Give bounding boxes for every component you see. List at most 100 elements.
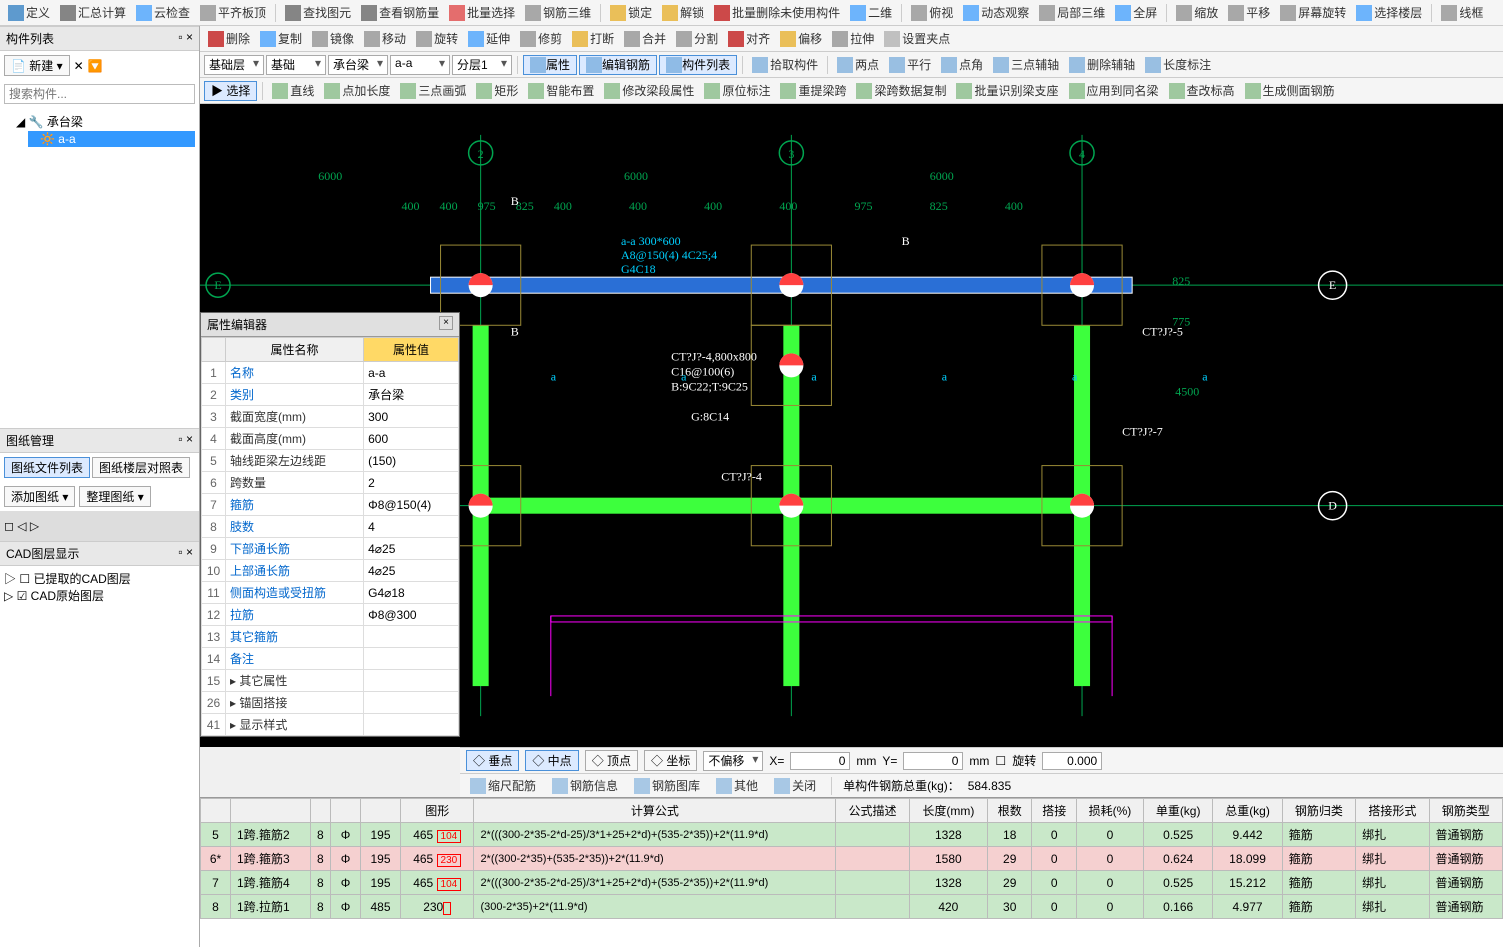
info-btn-0[interactable]: 缩尺配筋 (466, 775, 540, 796)
table-row[interactable]: 6*1跨.箍筋38Φ195 465 230 2*((300-2*35)+(535… (201, 847, 1503, 871)
prop-row[interactable]: 11侧面构造或受扭筋G4⌀18 (202, 582, 459, 604)
search-input[interactable] (4, 84, 195, 104)
layer-original[interactable]: ▷ ☑ CAD原始图层 (4, 587, 195, 604)
main-btn-13[interactable]: 动态观察 (959, 2, 1033, 23)
main-btn-19[interactable]: 选择楼层 (1352, 2, 1426, 23)
main-btn-2[interactable]: 云检查 (132, 2, 194, 23)
prop-row[interactable]: 3截面宽度(mm)300 (202, 406, 459, 428)
tab-floor-map[interactable]: 图纸楼层对照表 (92, 457, 190, 478)
info-btn-1[interactable]: 钢筋信息 (548, 775, 622, 796)
ctx-btn-4[interactable]: 两点 (833, 54, 883, 75)
main-btn-6[interactable]: 批量选择 (445, 2, 519, 23)
ctx-combo-0[interactable]: 基础层 (204, 55, 264, 75)
edit-btn-6[interactable]: 修剪 (516, 28, 566, 49)
ctx-btn-9[interactable]: 长度标注 (1141, 54, 1215, 75)
draw-btn-4[interactable]: 智能布置 (524, 80, 598, 101)
snap-1[interactable]: ◇ 中点 (525, 750, 578, 771)
main-btn-14[interactable]: 局部三维 (1035, 2, 1109, 23)
prop-row[interactable]: 6跨数量2 (202, 472, 459, 494)
main-btn-5[interactable]: 查看钢筋量 (357, 2, 443, 23)
snap-0[interactable]: ◇ 垂点 (466, 750, 519, 771)
prop-row[interactable]: 41▸ 显示样式 (202, 714, 459, 736)
main-btn-11[interactable]: 二维 (846, 2, 896, 23)
prop-row[interactable]: 14备注 (202, 648, 459, 670)
main-btn-18[interactable]: 屏幕旋转 (1276, 2, 1350, 23)
prop-row[interactable]: 7箍筋Φ8@150(4) (202, 494, 459, 516)
tree-node-child[interactable]: 🔆 a-a (28, 131, 195, 147)
snap-2[interactable]: ◇ 顶点 (585, 750, 638, 771)
new-component-button[interactable]: 📄 新建 ▾ (4, 55, 70, 76)
draw-btn-2[interactable]: 三点画弧 (396, 80, 470, 101)
main-btn-9[interactable]: 解锁 (658, 2, 708, 23)
main-btn-10[interactable]: 批量删除未使用构件 (710, 2, 844, 23)
ctx-combo-1[interactable]: 基础 (266, 55, 326, 75)
ctx-btn-0[interactable]: 属性 (523, 55, 577, 75)
table-row[interactable]: 51跨.箍筋28Φ195 465 104 2*(((300-2*35-2*d-2… (201, 823, 1503, 847)
draw-btn-0[interactable]: 直线 (268, 80, 318, 101)
ctx-btn-5[interactable]: 平行 (885, 54, 935, 75)
ctx-btn-1[interactable]: 编辑钢筋 (579, 55, 657, 75)
edit-btn-10[interactable]: 对齐 (724, 28, 774, 49)
draw-btn-6[interactable]: 原位标注 (700, 80, 774, 101)
ctx-btn-2[interactable]: 构件列表 (659, 55, 737, 75)
draw-btn-8[interactable]: 梁跨数据复制 (852, 80, 950, 101)
ctx-combo-2[interactable]: 承台梁 (328, 55, 388, 75)
edit-btn-9[interactable]: 分割 (672, 28, 722, 49)
draw-btn-3[interactable]: 矩形 (472, 80, 522, 101)
draw-btn-12[interactable]: 生成侧面钢筋 (1241, 80, 1339, 101)
main-btn-15[interactable]: 全屏 (1111, 2, 1161, 23)
prop-row[interactable]: 15▸ 其它属性 (202, 670, 459, 692)
prop-row[interactable]: 8肢数4 (202, 516, 459, 538)
ctx-btn-3[interactable]: 拾取构件 (748, 54, 822, 75)
draw-btn-1[interactable]: 点加长度 (320, 80, 394, 101)
tree-node-root[interactable]: ◢ 🔧 承台梁 (4, 112, 195, 131)
close-icon[interactable]: ✕ (74, 59, 84, 73)
table-row[interactable]: 81跨.拉筋18Φ485 230 (300-2*35)+2*(11.9*d) 4… (201, 895, 1503, 919)
main-btn-1[interactable]: 汇总计算 (56, 2, 130, 23)
edit-btn-0[interactable]: 删除 (204, 28, 254, 49)
prop-row[interactable]: 1名称a-a (202, 362, 459, 384)
main-btn-0[interactable]: 定义 (4, 2, 54, 23)
edit-btn-5[interactable]: 延伸 (464, 28, 514, 49)
tab-drawing-list[interactable]: 图纸文件列表 (4, 457, 90, 478)
prop-row[interactable]: 4截面高度(mm)600 (202, 428, 459, 450)
layer-extracted[interactable]: ▷ ☐ 已提取的CAD图层 (4, 570, 195, 587)
main-btn-8[interactable]: 锁定 (606, 2, 656, 23)
component-tree[interactable]: ◢ 🔧 承台梁 🔆 a-a (0, 108, 199, 428)
edit-btn-8[interactable]: 合并 (620, 28, 670, 49)
ctx-combo-4[interactable]: 分层1 (452, 55, 512, 75)
info-btn-3[interactable]: 其他 (712, 775, 762, 796)
draw-btn-5[interactable]: 修改梁段属性 (600, 80, 698, 101)
main-btn-3[interactable]: 平齐板顶 (196, 2, 270, 23)
snap-3[interactable]: ◇ 坐标 (644, 750, 697, 771)
draw-btn-10[interactable]: 应用到同名梁 (1065, 80, 1163, 101)
info-btn-2[interactable]: 钢筋图库 (630, 775, 704, 796)
ctx-combo-3[interactable]: a-a (390, 55, 450, 75)
prop-row[interactable]: 10上部通长筋4⌀25 (202, 560, 459, 582)
panel-pin-icon[interactable]: ▫ × (178, 30, 193, 47)
filter-icon[interactable]: 🔽 (88, 59, 103, 73)
close-icon[interactable]: × (439, 316, 453, 330)
ctx-btn-8[interactable]: 删除辅轴 (1065, 54, 1139, 75)
offset-combo[interactable]: 不偏移 (703, 751, 763, 771)
main-btn-12[interactable]: 俯视 (907, 2, 957, 23)
select-mode[interactable]: ▶ 选择 (204, 81, 257, 101)
rebar-table[interactable]: 图形计算公式公式描述长度(mm)根数搭接损耗(%)单重(kg)总重(kg)钢筋归… (200, 797, 1503, 947)
y-input[interactable] (903, 752, 963, 770)
edit-btn-11[interactable]: 偏移 (776, 28, 826, 49)
ctx-btn-6[interactable]: 点角 (937, 54, 987, 75)
edit-btn-1[interactable]: 复制 (256, 28, 306, 49)
info-btn-4[interactable]: 关闭 (770, 775, 820, 796)
main-btn-7[interactable]: 钢筋三维 (521, 2, 595, 23)
draw-btn-7[interactable]: 重提梁跨 (776, 80, 850, 101)
draw-btn-11[interactable]: 查改标高 (1165, 80, 1239, 101)
table-row[interactable]: 71跨.箍筋48Φ195 465 104 2*(((300-2*35-2*d-2… (201, 871, 1503, 895)
main-btn-16[interactable]: 缩放 (1172, 2, 1222, 23)
main-btn-4[interactable]: 查找图元 (281, 2, 355, 23)
edit-btn-12[interactable]: 拉伸 (828, 28, 878, 49)
prop-row[interactable]: 5轴线距梁左边线距(150) (202, 450, 459, 472)
edit-btn-13[interactable]: 设置夹点 (880, 28, 954, 49)
prop-row[interactable]: 2类别承台梁 (202, 384, 459, 406)
prop-row[interactable]: 12拉筋Φ8@300 (202, 604, 459, 626)
draw-btn-9[interactable]: 批量识别梁支座 (952, 80, 1062, 101)
